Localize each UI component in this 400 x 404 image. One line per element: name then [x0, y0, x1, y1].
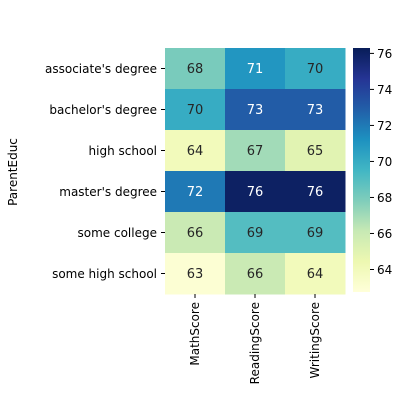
heatmap-cell [285, 171, 346, 213]
x-tick-label: MathScore [188, 302, 202, 366]
cell-value-label: 66 [187, 226, 204, 241]
y-tick-label: some college [78, 226, 157, 240]
colorbar-tick-label: 70 [377, 155, 392, 169]
heatmap-cell [165, 212, 226, 254]
y-tick-label: high school [89, 144, 157, 158]
cell-value-label: 76 [307, 185, 324, 200]
heatmap-cell [165, 171, 226, 213]
x-tick-label: WritingScore [308, 302, 322, 378]
cell-value-label: 68 [187, 62, 204, 77]
colorbar-ticks: 64 66 68 70 72 74 76 [370, 47, 392, 277]
cell-value-label: 73 [247, 103, 264, 118]
heatmap-cell [225, 171, 286, 213]
colorbar-tick-label: 72 [377, 119, 392, 133]
heatmap-cell [225, 89, 286, 131]
heatmap-cells [165, 48, 346, 295]
colorbar-tick-label: 64 [377, 263, 392, 277]
heatmap-cell [285, 130, 346, 172]
x-tick-label: ReadingScore [248, 302, 262, 384]
cell-value-label: 63 [187, 267, 204, 282]
heatmap-cell [165, 130, 226, 172]
heatmap-cell [225, 48, 286, 90]
cell-value-label: 64 [307, 267, 324, 282]
colorbar-tick-label: 68 [377, 191, 392, 205]
cell-value-label: 67 [247, 144, 264, 159]
heatmap-cell [285, 48, 346, 90]
colorbar-tick-label: 66 [377, 227, 392, 241]
y-tick-label: associate's degree [45, 62, 157, 76]
heatmap-cell-labels: 68 71 70 70 73 73 64 67 65 72 76 76 66 69 69 63 66 64 [187, 62, 324, 282]
cell-value-label: 73 [307, 103, 324, 118]
cell-value-label: 69 [307, 226, 324, 241]
cell-value-label: 76 [247, 185, 264, 200]
cell-value-label: 71 [247, 62, 264, 77]
colorbar-tick-label: 76 [377, 47, 392, 61]
x-axis-ticks: MathScore ReadingScore WritingScore [188, 294, 322, 384]
heatmap-cell [165, 48, 226, 90]
y-axis-label: ParentEduc [6, 138, 20, 206]
cell-value-label: 69 [247, 226, 264, 241]
heatmap-cell [225, 212, 286, 254]
colorbar-tick-label: 74 [377, 83, 392, 97]
cell-value-label: 64 [187, 144, 204, 159]
heatmap-cell [285, 212, 346, 254]
heatmap-cell [285, 253, 346, 295]
y-tick-label: bachelor's degree [49, 103, 157, 117]
cell-value-label: 70 [307, 62, 324, 77]
cell-value-label: 65 [307, 144, 324, 159]
y-axis-ticks: associate's degree bachelor's degree high … [45, 62, 165, 281]
colorbar-bar [353, 48, 370, 292]
heatmap-cell [225, 253, 286, 295]
colorbar: 64 66 68 70 72 74 76 [353, 47, 392, 292]
heatmap-cell [165, 89, 226, 131]
y-tick-label: some high school [52, 267, 157, 281]
cell-value-label: 70 [187, 103, 204, 118]
heatmap-cell [285, 89, 346, 131]
cell-value-label: 66 [247, 267, 264, 282]
cell-value-label: 72 [187, 185, 204, 200]
heatmap-cell [225, 130, 286, 172]
y-tick-label: master's degree [59, 185, 157, 199]
heatmap-cell [165, 253, 226, 295]
